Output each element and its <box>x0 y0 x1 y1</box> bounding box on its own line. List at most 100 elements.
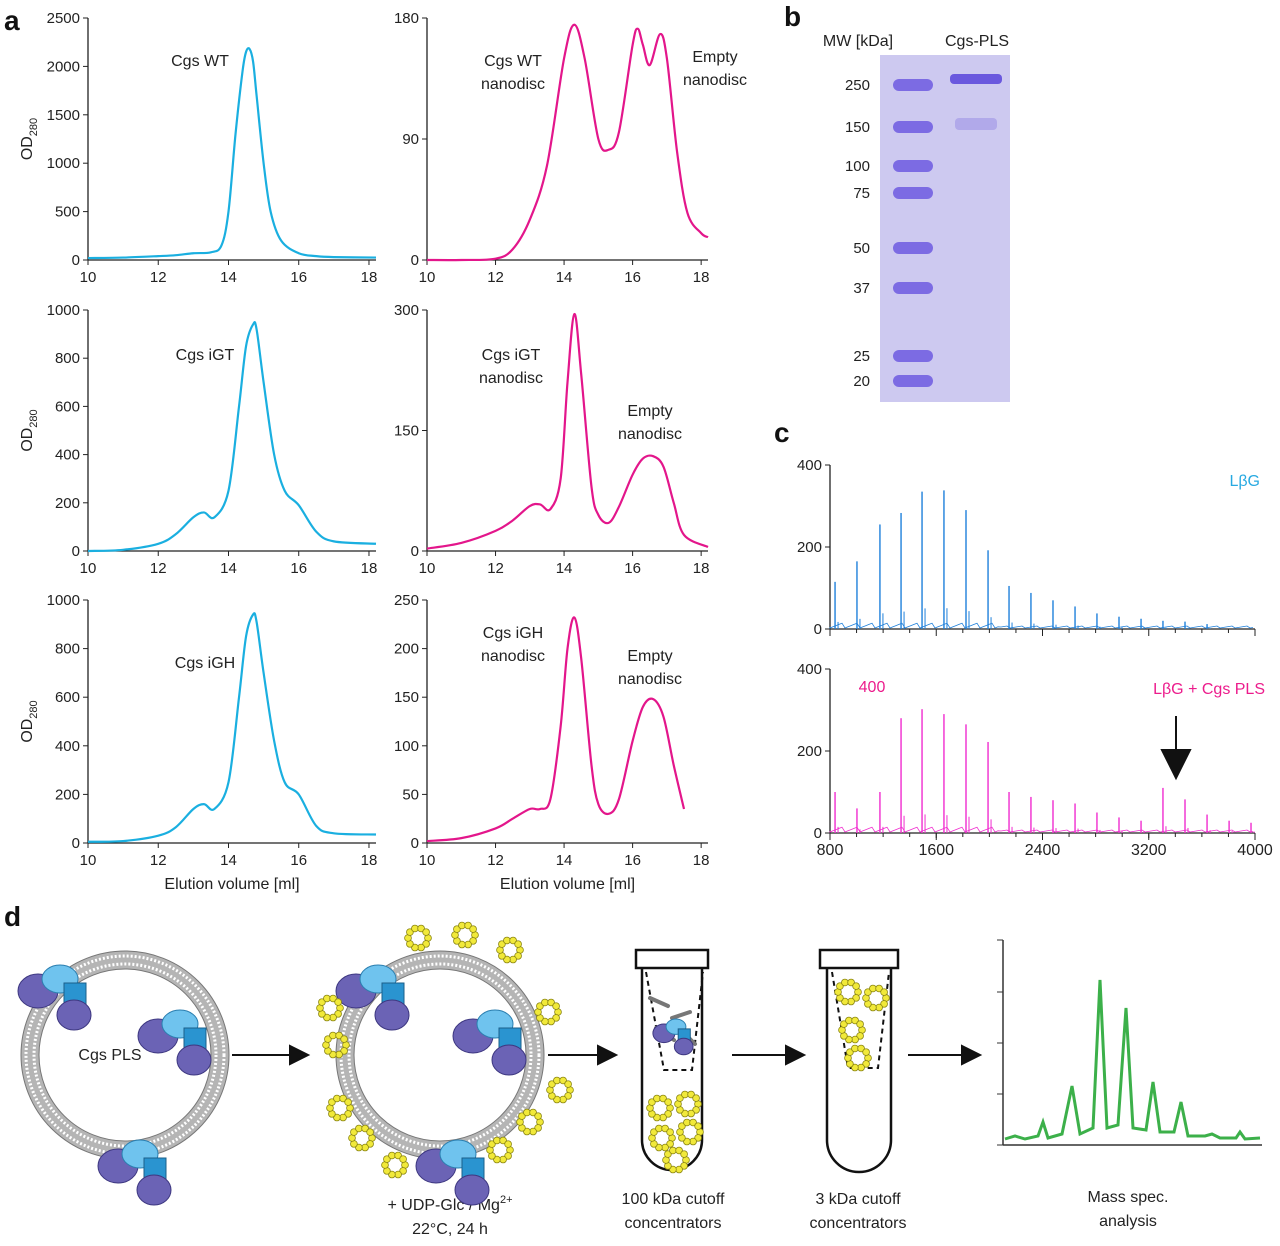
y-tick-label: 200 <box>797 539 822 556</box>
glucan-bead <box>846 1048 854 1056</box>
glucan-bead <box>862 1048 870 1056</box>
glucan-bead <box>681 1109 689 1118</box>
glucan-bead <box>509 936 517 945</box>
glucan-bead <box>875 984 883 993</box>
y-tick-label: 1500 <box>47 107 80 124</box>
marker-label: 250 <box>845 77 870 94</box>
glucan-bead <box>841 997 849 1006</box>
glucan-bead <box>675 1146 683 1155</box>
glucan-bead <box>329 1031 337 1040</box>
glucan-bead <box>676 1094 684 1102</box>
marker-label: 150 <box>845 119 870 136</box>
glucan-bead <box>339 1113 347 1122</box>
ladder-band <box>893 282 933 294</box>
annotation: LβG <box>1229 473 1260 490</box>
y-label-sub: 280 <box>28 409 40 427</box>
glucan-bead <box>553 1095 561 1104</box>
glucan-bead <box>411 924 419 933</box>
glucan-bead <box>683 1118 691 1127</box>
glucan-bead <box>488 1140 496 1148</box>
y-tick-label: 2500 <box>47 10 80 27</box>
step-label: 3 kDa cutoff <box>815 1191 901 1208</box>
y-tick-label: 250 <box>394 592 419 609</box>
baseline-noise <box>829 622 1254 629</box>
y-label-main: OD <box>19 428 36 452</box>
glucan-bead <box>681 1090 689 1099</box>
y-tick-label: 800 <box>55 350 80 367</box>
glucan-bead <box>687 1090 695 1099</box>
x-tick-label: 14 <box>556 560 573 577</box>
glucan-bead <box>661 1143 669 1152</box>
x-tick-label: 3200 <box>1131 842 1167 859</box>
glucan-bead <box>659 1113 667 1122</box>
annotation: Cgs iGT <box>482 347 541 364</box>
glucan-bead <box>344 1110 352 1118</box>
y-axis-label: OD280 <box>19 118 40 160</box>
panel-label: d <box>4 901 21 932</box>
ladder-band <box>893 160 933 172</box>
glucan-bead <box>340 1047 348 1055</box>
x-tick-label: 16 <box>290 560 307 577</box>
glucan-bead <box>422 940 430 948</box>
x-tick-label: 10 <box>80 269 97 286</box>
glucan-bead <box>350 1128 358 1136</box>
annotation: nanodisc <box>479 370 543 387</box>
y-label-main: OD <box>19 136 36 160</box>
glucan-bead <box>880 988 888 996</box>
gel-band <box>950 74 1002 84</box>
y-tick-label: 400 <box>55 447 80 464</box>
x-axis-label: Elution volume [ml] <box>164 876 299 893</box>
x-tick-label: 16 <box>290 852 307 869</box>
glucan-bead <box>529 1108 537 1117</box>
y-tick-label: 200 <box>55 495 80 512</box>
glucan-bead <box>541 998 549 1007</box>
x-tick-label: 10 <box>80 852 97 869</box>
glucan-bead <box>361 1124 369 1133</box>
x-tick-label: 2400 <box>1025 842 1061 859</box>
glucan-bead <box>862 1060 870 1068</box>
elution-curve <box>426 616 686 843</box>
glucan-bead <box>851 1016 859 1025</box>
x-tick-label: 12 <box>487 269 504 286</box>
glucan-bead <box>399 1155 407 1163</box>
x-tick-label: 12 <box>150 269 167 286</box>
glucan-bead <box>406 928 414 936</box>
y-tick-label: 100 <box>394 738 419 755</box>
ladder-band <box>893 187 933 199</box>
glucan-bead <box>669 1165 677 1174</box>
glucan-bead <box>864 988 872 996</box>
y-tick-label: 400 <box>797 457 822 474</box>
glucan-bead <box>680 1162 688 1170</box>
elution-curve <box>87 321 377 553</box>
glucan-bead <box>361 1143 369 1152</box>
glucan-bead <box>653 1094 661 1103</box>
elution-curve <box>87 612 377 843</box>
glucan-bead <box>329 994 337 1003</box>
glucan-bead <box>324 1035 332 1043</box>
step-label: concentrators <box>810 1215 907 1232</box>
glucan-bead <box>694 1134 702 1142</box>
annotation: nanodisc <box>481 648 545 665</box>
glucan-bead <box>841 978 849 987</box>
x-tick-label: 800 <box>817 842 844 859</box>
x-tick-label: 12 <box>150 560 167 577</box>
y-tick-label: 1000 <box>47 302 80 319</box>
glucan-bead <box>333 1094 341 1103</box>
gel-axis-title: MW [kDa] <box>823 33 893 50</box>
glucan-bead <box>661 1124 669 1133</box>
glucan-bead <box>493 1136 501 1145</box>
glucan-bead <box>659 1094 667 1103</box>
protein-domain <box>136 1174 172 1206</box>
glucan-bead <box>547 998 555 1007</box>
glucan-bead <box>366 1140 374 1148</box>
y-tick-label: 1000 <box>47 155 80 172</box>
y-tick-label: 180 <box>394 10 419 27</box>
protein-domain <box>673 1037 694 1056</box>
marker-label: 50 <box>853 240 870 257</box>
y-tick-label: 800 <box>55 641 80 658</box>
glucan-bead <box>464 921 472 930</box>
glucan-bead <box>664 1098 672 1106</box>
y-label-sub: 280 <box>28 118 40 136</box>
y-tick-label: 0 <box>814 621 822 638</box>
y-tick-label: 400 <box>797 661 822 678</box>
